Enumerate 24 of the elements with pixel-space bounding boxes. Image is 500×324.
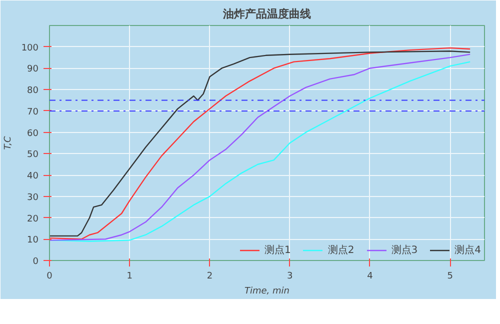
- y-tick-label: 90: [27, 64, 39, 75]
- y-tick-label: 60: [27, 128, 39, 139]
- legend-label: 测点2: [328, 244, 354, 257]
- y-tick-label: 30: [27, 192, 39, 203]
- legend-label: 测点4: [454, 244, 481, 257]
- x-tick-label: 0: [46, 272, 53, 282]
- legend-label: 测点3: [391, 244, 418, 257]
- y-tick-label: 40: [27, 172, 39, 182]
- chart-title: 油炸产品温度曲线: [222, 8, 311, 20]
- y-tick-label: 70: [27, 107, 39, 118]
- x-tick-label: 4: [367, 272, 374, 282]
- legend-label: 测点1: [264, 244, 291, 257]
- y-tick-label: 10: [27, 236, 39, 246]
- x-tick-label: 2: [206, 272, 213, 282]
- x-axis-title: Time, min: [244, 286, 290, 296]
- y-axis-title: T,C: [3, 135, 14, 150]
- x-tick-label: 1: [126, 272, 132, 282]
- y-tick-label: 100: [21, 43, 39, 54]
- y-tick-label: 50: [27, 150, 39, 160]
- y-tick-label: 0: [32, 257, 39, 267]
- x-tick-label: 5: [447, 272, 453, 282]
- y-tick-label: 80: [27, 86, 39, 96]
- x-tick-label: 3: [286, 272, 293, 282]
- y-tick-label: 20: [27, 214, 39, 224]
